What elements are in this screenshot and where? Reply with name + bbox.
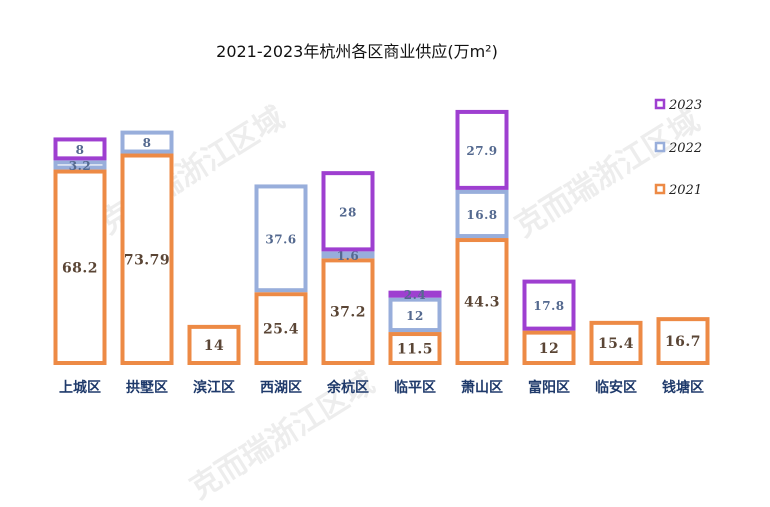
- bar-2021-临平区: [388, 332, 442, 365]
- data-label-2021-上城区: 68.2: [62, 260, 98, 276]
- legend-swatch-2022: [654, 141, 666, 153]
- bar-2023-余杭区: [321, 171, 375, 252]
- legend: 2023 2022 2021: [654, 98, 702, 198]
- data-label-2022-余杭区: 1.6: [337, 249, 359, 263]
- bar-2021-余杭区: [321, 258, 375, 365]
- bar-2021-临安区: [589, 320, 643, 365]
- data-label-2021-富阳区: 12: [539, 341, 559, 357]
- data-label-2022-萧山区: 16.8: [466, 208, 497, 222]
- bar-2021-上城区: [53, 169, 107, 365]
- bar-2021-拱墅区: [120, 153, 174, 365]
- legend-swatch-2021: [654, 183, 666, 195]
- bar-2022-拱墅区: [120, 130, 174, 154]
- legend-label-2021: 2021: [668, 183, 702, 198]
- legend-swatch-2023: [654, 98, 666, 110]
- bar-2022-西湖区: [254, 184, 308, 293]
- bar-2022-萧山区: [455, 189, 509, 239]
- data-label-2023-上城区: 8: [76, 143, 85, 157]
- data-label-2021-余杭区: 37.2: [330, 305, 366, 321]
- data-label-2021-临安区: 15.4: [598, 336, 634, 352]
- bar-2021-钱塘区: [656, 317, 710, 365]
- chart-svg: 2021-2023年杭州各区商业供应(万m²) 68.2 3.2 8 上城区 73.79…: [53, 42, 710, 396]
- data-label-2022-拱墅区: 8: [143, 136, 152, 150]
- data-label-2022-上城区: 3.2: [69, 159, 91, 173]
- category-label-上城区: 上城区: [59, 379, 101, 396]
- data-label-2023-萧山区: 27.9: [466, 144, 497, 158]
- category-label-临平区: 临平区: [394, 379, 436, 396]
- category-label-钱塘区: 钱塘区: [662, 379, 704, 396]
- data-label-2022-西湖区: 37.6: [265, 232, 296, 246]
- data-label-2021-临平区: 11.5: [397, 342, 433, 358]
- category-label-富阳区: 富阳区: [528, 379, 570, 396]
- data-label-2021-西湖区: 25.4: [263, 322, 299, 338]
- category-label-西湖区: 西湖区: [260, 380, 302, 396]
- data-label-2023-余杭区: 28: [339, 205, 357, 219]
- data-label-2021-拱墅区: 73.79: [124, 252, 170, 268]
- data-label-2021-滨江区: 14: [204, 338, 224, 354]
- data-label-2022-临平区: 12: [406, 309, 424, 323]
- bars-layer: 68.2 3.2 8 上城区 73.79 8 拱墅区 14 滨江区 25.4 37.6 西湖区 37.2…: [53, 109, 710, 396]
- bar-2021-西湖区: [254, 292, 308, 366]
- data-label-2021-钱塘区: 16.7: [665, 334, 701, 350]
- category-label-滨江区: 滨江区: [193, 379, 235, 396]
- bar-2022-余杭区: [321, 251, 375, 259]
- bar-2022-临平区: [388, 297, 442, 333]
- bar-2023-富阳区: [522, 279, 576, 331]
- bar-2022-上城区: [53, 160, 107, 170]
- chart-title: 2021-2023年杭州各区商业供应(万m²): [216, 42, 498, 61]
- data-label-2023-富阳区: 17.8: [533, 299, 564, 313]
- bar-2021-萧山区: [455, 238, 509, 365]
- legend-label-2023: 2023: [668, 98, 702, 113]
- data-label-2023-临平区: 2.4: [404, 288, 426, 302]
- category-label-萧山区: 萧山区: [461, 379, 503, 396]
- chart: 克而瑞浙江区域 克而瑞浙江区域 克而瑞浙江区域 2021-2023年杭州各区商业…: [53, 42, 710, 506]
- bar-2023-萧山区: [455, 109, 509, 190]
- bar-2023-临平区: [388, 290, 442, 298]
- category-label-临安区: 临安区: [595, 379, 637, 396]
- category-label-余杭区: 余杭区: [326, 379, 369, 396]
- legend-label-2022: 2022: [668, 141, 702, 156]
- bar-2023-上城区: [53, 137, 107, 161]
- category-label-拱墅区: 拱墅区: [126, 379, 168, 396]
- bar-2021-富阳区: [522, 330, 576, 366]
- bar-2021-滨江区: [187, 324, 241, 366]
- data-label-2021-萧山区: 44.3: [464, 295, 500, 311]
